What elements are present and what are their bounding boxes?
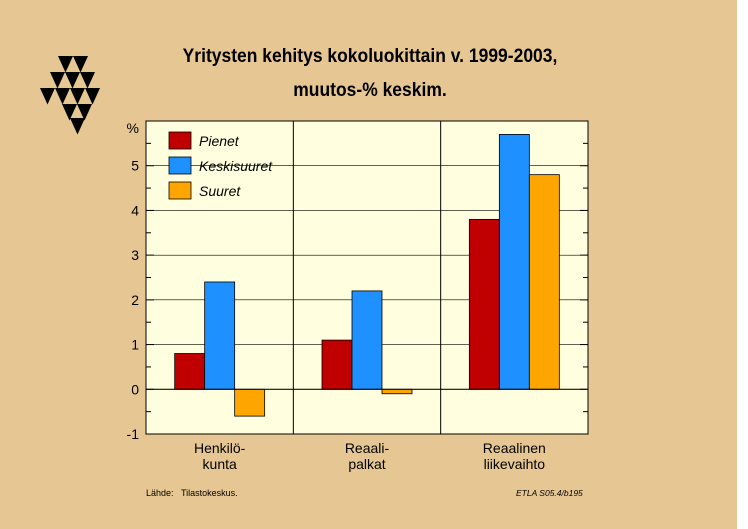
y-tick-label: 5 xyxy=(131,158,139,174)
y-tick-label: -1 xyxy=(127,426,140,442)
legend-label-pienet: Pienet xyxy=(199,133,240,149)
bar-pienet-0 xyxy=(174,353,206,390)
x-tick-label: Reaalinen xyxy=(483,440,546,456)
y-tick-label: 3 xyxy=(131,247,139,263)
logo-triangle xyxy=(85,88,100,105)
chart-title: Yritysten kehitys kokoluokittain v. 1999… xyxy=(182,46,558,67)
legend: Pienet Keskisuuret Suuret xyxy=(168,131,273,200)
x-tick-label: liikevaihto xyxy=(484,456,546,472)
y-tick-label: 1 xyxy=(131,337,139,353)
y-tick-label: 4 xyxy=(131,202,139,218)
bar-pienet-1 xyxy=(321,339,353,390)
chart-code: ETLA S05.4/b195 xyxy=(516,488,583,498)
x-tick-label: Henkilö- xyxy=(194,440,246,456)
legend-swatch-keskisuuret xyxy=(168,156,192,175)
category-separators xyxy=(292,121,442,434)
logo-triangle xyxy=(70,118,85,135)
logo-triangle xyxy=(80,72,95,89)
x-tick-label: kunta xyxy=(203,456,237,472)
bar-suuret-1 xyxy=(381,388,413,395)
bar-suuret-0 xyxy=(234,388,266,417)
logo-triangle xyxy=(55,88,70,105)
right-edge-strip xyxy=(737,0,748,529)
bar-suuret-2 xyxy=(528,174,560,390)
y-axis-ticks: -1 0 1 2 3 4 5 xyxy=(127,120,588,442)
logo-triangle xyxy=(40,88,55,105)
logo-triangle xyxy=(58,56,73,73)
logo-triangle xyxy=(77,104,92,121)
logo-triangle xyxy=(50,72,65,89)
bar-pienet-2 xyxy=(468,218,500,390)
y-axis-label: % xyxy=(127,120,139,136)
legend-label-suuret: Suuret xyxy=(199,183,241,199)
x-axis-labels: Henkilö-kunta Reaali-palkat Reaalinenliike… xyxy=(194,440,546,472)
legend-label-keskisuuret: Keskisuuret xyxy=(199,158,273,174)
x-tick-label: palkat xyxy=(348,456,385,472)
x-tick-label: Reaali- xyxy=(345,440,390,456)
etla-logo-icon xyxy=(40,56,100,135)
logo-triangle xyxy=(62,104,77,121)
y-tick-label: 2 xyxy=(131,292,139,308)
logo-triangle xyxy=(65,72,80,89)
chart-subtitle: muutos-% keskim. xyxy=(293,80,447,101)
bar-keskisuuret-0 xyxy=(204,281,236,390)
bar-keskisuuret-1 xyxy=(351,290,383,390)
bars xyxy=(174,134,560,417)
logo-triangle xyxy=(70,88,85,105)
bar-keskisuuret-2 xyxy=(498,134,530,390)
source-label: Lähde: xyxy=(146,488,174,498)
y-tick-label: 0 xyxy=(131,381,139,397)
legend-swatch-suuret xyxy=(168,181,192,200)
source-value: Tilastokeskus. xyxy=(181,488,238,498)
legend-swatch-pienet xyxy=(168,131,192,150)
logo-triangle xyxy=(73,56,88,73)
